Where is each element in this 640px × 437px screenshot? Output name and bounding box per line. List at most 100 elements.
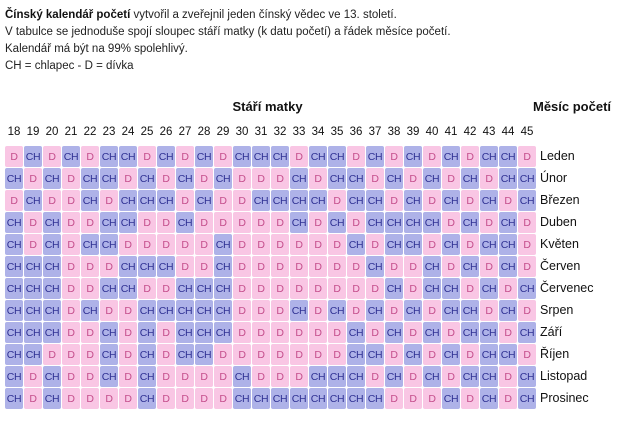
cell-girl: D	[24, 234, 42, 255]
cell-girl: D	[480, 300, 498, 321]
column-group-title: Stáří matky	[232, 99, 303, 114]
month-label: Říjen	[540, 347, 570, 361]
cell-girl: D	[442, 168, 460, 189]
cell-girl: D	[214, 388, 232, 409]
cell-girl: D	[271, 344, 289, 365]
cell-girl: D	[138, 212, 156, 233]
cell-girl: D	[138, 234, 156, 255]
cell-girl: D	[62, 234, 80, 255]
cell-girl: D	[43, 190, 61, 211]
age-header: 32	[273, 126, 287, 138]
cell-boy: CH	[480, 388, 498, 409]
cell-girl: D	[195, 366, 213, 387]
cell-girl: D	[252, 212, 270, 233]
cell-girl: D	[480, 212, 498, 233]
age-header: 19	[26, 126, 40, 138]
cell-boy: CH	[24, 256, 42, 277]
cell-boy: CH	[328, 366, 346, 387]
cell-girl: D	[62, 212, 80, 233]
cell-boy: CH	[43, 300, 61, 321]
cell-girl: D	[347, 146, 365, 167]
cell-girl: D	[385, 388, 403, 409]
age-header: 21	[64, 126, 78, 138]
cell-girl: D	[81, 278, 99, 299]
cell-girl: D	[271, 212, 289, 233]
cell-boy: CH	[252, 388, 270, 409]
cell-boy: CH	[461, 322, 479, 343]
cell-girl: D	[366, 234, 384, 255]
cell-boy: CH	[442, 234, 460, 255]
cell-girl: D	[214, 212, 232, 233]
cell-girl: D	[328, 234, 346, 255]
cell-girl: D	[119, 388, 137, 409]
cell-boy: CH	[309, 366, 327, 387]
cell-girl: D	[271, 300, 289, 321]
cell-boy: CH	[480, 366, 498, 387]
cell-boy: CH	[328, 168, 346, 189]
cell-boy: CH	[423, 366, 441, 387]
cell-boy: CH	[43, 278, 61, 299]
cell-boy: CH	[309, 388, 327, 409]
age-header: 22	[83, 126, 97, 138]
cell-boy: CH	[518, 168, 536, 189]
cell-boy: CH	[5, 168, 23, 189]
cell-girl: D	[499, 388, 517, 409]
cell-girl: D	[24, 388, 42, 409]
cell-girl: D	[442, 366, 460, 387]
cell-girl: D	[347, 300, 365, 321]
cell-girl: D	[271, 234, 289, 255]
cell-girl: D	[119, 322, 137, 343]
cell-girl: D	[233, 234, 251, 255]
cell-boy: CH	[195, 344, 213, 365]
cell-girl: D	[309, 212, 327, 233]
cell-boy: CH	[366, 190, 384, 211]
cell-girl: D	[176, 234, 194, 255]
cell-boy: CH	[347, 190, 365, 211]
cell-boy: CH	[252, 190, 270, 211]
cell-girl: D	[499, 366, 517, 387]
cell-boy: CH	[176, 168, 194, 189]
cell-boy: CH	[347, 234, 365, 255]
cell-boy: CH	[43, 256, 61, 277]
cell-boy: CH	[461, 300, 479, 321]
cell-boy: CH	[138, 322, 156, 343]
cell-boy: CH	[366, 212, 384, 233]
age-header: 42	[463, 126, 477, 138]
cell-girl: D	[100, 190, 118, 211]
cell-girl: D	[214, 366, 232, 387]
cell-girl: D	[309, 234, 327, 255]
cell-boy: CH	[423, 256, 441, 277]
cell-boy: CH	[423, 322, 441, 343]
month-label: Únor	[540, 171, 568, 185]
cell-boy: CH	[480, 344, 498, 365]
cell-girl: D	[385, 256, 403, 277]
cell-boy: CH	[138, 190, 156, 211]
age-header: 31	[254, 126, 268, 138]
cell-boy: CH	[5, 278, 23, 299]
cell-girl: D	[309, 278, 327, 299]
cell-girl: D	[157, 234, 175, 255]
age-header: 33	[292, 126, 306, 138]
cell-boy: CH	[5, 344, 23, 365]
cell-girl: D	[518, 256, 536, 277]
cell-girl: D	[176, 256, 194, 277]
cell-boy: CH	[100, 344, 118, 365]
cell-girl: D	[366, 322, 384, 343]
cell-boy: CH	[366, 300, 384, 321]
cell-girl: D	[157, 366, 175, 387]
cell-girl: D	[309, 322, 327, 343]
cell-girl: D	[195, 234, 213, 255]
age-header: 27	[178, 126, 192, 138]
cell-girl: D	[328, 278, 346, 299]
cell-boy: CH	[43, 168, 61, 189]
cell-girl: D	[119, 344, 137, 365]
cell-girl: D	[347, 278, 365, 299]
cell-boy: CH	[366, 146, 384, 167]
cell-boy: CH	[81, 300, 99, 321]
cell-girl: D	[271, 322, 289, 343]
cell-boy: CH	[290, 212, 308, 233]
cell-girl: D	[423, 388, 441, 409]
cell-girl: D	[81, 322, 99, 343]
cell-boy: CH	[385, 322, 403, 343]
calendar-grid: D CH D CH D CH CH D CH D CH D CH CH CH D CH CH D CH D CH D CH D C…	[5, 146, 536, 409]
